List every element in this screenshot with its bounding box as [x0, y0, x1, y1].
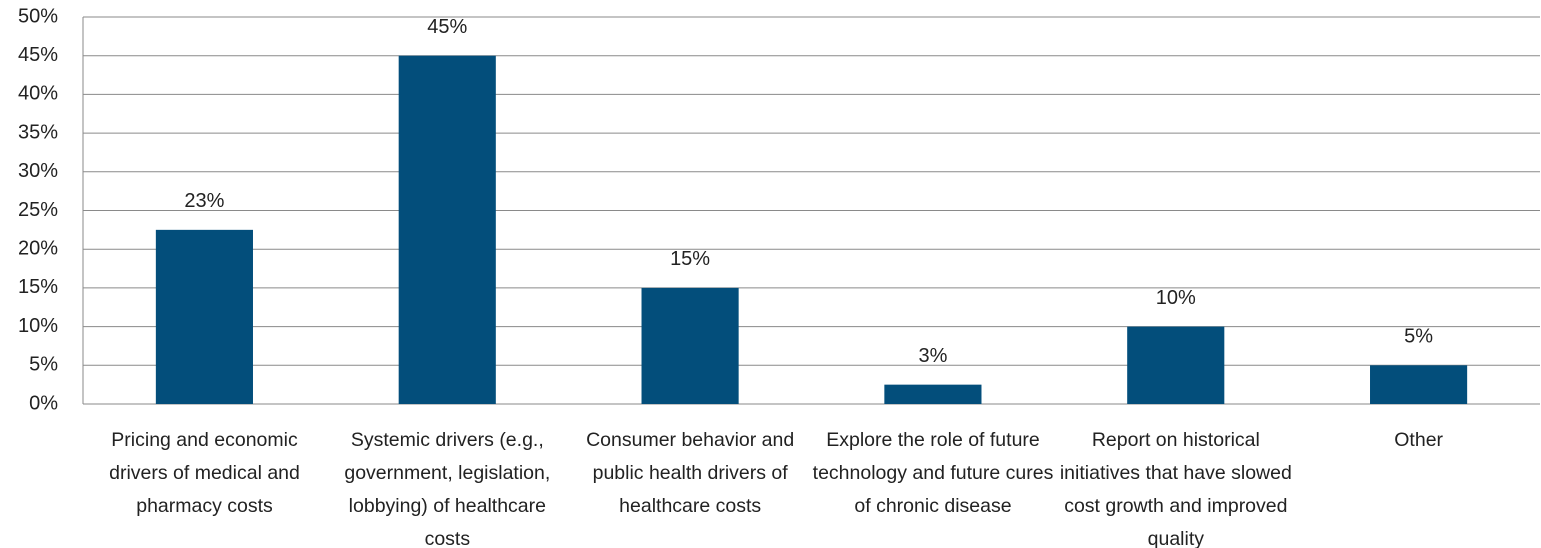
bar: [1370, 365, 1468, 404]
y-tick-label: 0%: [29, 392, 58, 414]
data-label: 3%: [918, 345, 947, 367]
bar: [1127, 326, 1225, 404]
bar: [398, 55, 496, 404]
x-tick-label: Systemic drivers (e.g., government, legi…: [344, 429, 551, 548]
data-label: 10%: [1156, 287, 1196, 309]
x-tick-label: Consumer behavior and public health driv…: [586, 429, 795, 517]
y-tick-label: 30%: [18, 160, 58, 182]
x-tick-label: Explore the role of future technology an…: [812, 429, 1054, 517]
x-tick-label: Pricing and economic drivers of medical …: [109, 429, 300, 517]
y-tick-label: 10%: [18, 315, 58, 337]
y-tick-label: 5%: [29, 354, 58, 376]
y-tick-label: 50%: [18, 5, 58, 27]
data-label: 15%: [670, 248, 710, 270]
y-tick-label: 40%: [18, 83, 58, 105]
data-label: 45%: [427, 16, 467, 38]
x-tick-label: Other: [1394, 429, 1444, 451]
y-tick-label: 35%: [18, 121, 58, 143]
y-tick-label: 15%: [18, 276, 58, 298]
data-label: 5%: [1404, 326, 1433, 348]
bar: [155, 229, 253, 404]
y-tick-label: 20%: [18, 237, 58, 259]
data-label: 23%: [184, 190, 224, 212]
bar: [641, 287, 739, 404]
x-tick-label: Report on historical initiatives that ha…: [1059, 429, 1292, 548]
y-tick-label: 25%: [18, 199, 58, 221]
bar: [884, 384, 982, 404]
y-tick-label: 45%: [18, 44, 58, 66]
